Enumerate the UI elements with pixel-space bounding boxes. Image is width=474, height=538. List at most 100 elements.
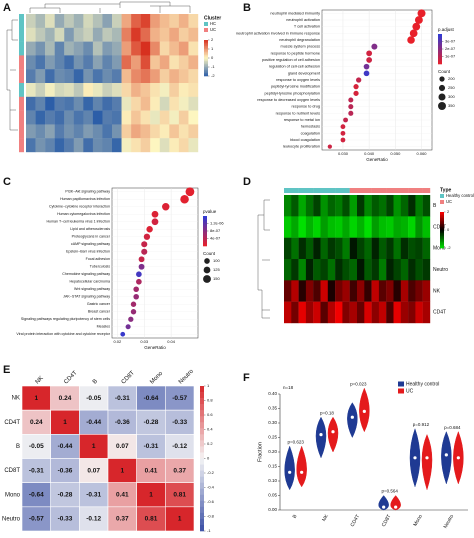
corr-cell bbox=[136, 458, 166, 483]
colorbar-step bbox=[438, 40, 442, 42]
heatmap-cell bbox=[349, 259, 358, 281]
legend-label: Healthy control bbox=[446, 193, 474, 198]
colorbar-step bbox=[203, 219, 207, 222]
corr-value: 0.81 bbox=[145, 516, 158, 523]
heatmap-cell bbox=[26, 14, 36, 28]
colorbar-tick-label: -0.8 bbox=[207, 514, 215, 519]
size-legend-dot bbox=[439, 76, 445, 82]
heatmap-cell bbox=[83, 14, 94, 28]
colorbar-step bbox=[200, 446, 204, 453]
column-label: CD4T bbox=[63, 370, 79, 386]
colorbar-step bbox=[440, 231, 444, 234]
heatmap-cell bbox=[178, 14, 189, 28]
y-tick-label: neutrophil activation bbox=[286, 18, 320, 22]
size-legend-label: 250 bbox=[448, 85, 455, 90]
heatmap-cell bbox=[102, 41, 113, 56]
heatmap-cell bbox=[291, 280, 299, 302]
corr-cell bbox=[165, 482, 195, 508]
heatmap-cell bbox=[54, 83, 65, 97]
dot bbox=[133, 293, 139, 300]
heatmap-cell bbox=[140, 14, 151, 28]
heatmap-cell bbox=[400, 280, 409, 302]
colorbar-step bbox=[440, 218, 444, 220]
corr-value: 0.07 bbox=[87, 467, 100, 474]
heatmap-cell bbox=[121, 55, 132, 70]
colorbar-step bbox=[204, 55, 208, 57]
y-tick-label: response to metal ion bbox=[284, 118, 320, 122]
colorbar-step bbox=[440, 216, 444, 219]
corr-value: -0.31 bbox=[144, 443, 159, 450]
colorbar-step bbox=[438, 39, 442, 41]
colorbar-step bbox=[200, 464, 204, 471]
heatmap-cell bbox=[335, 216, 343, 238]
legend-swatch bbox=[204, 28, 208, 32]
heatmap-cell bbox=[92, 110, 103, 125]
colorbar-step bbox=[200, 476, 204, 483]
colorbar-tick-label: 2e-07 bbox=[445, 46, 456, 51]
legend-label: HC bbox=[210, 21, 216, 26]
corr-cell bbox=[79, 385, 109, 411]
corr-value: 0.41 bbox=[116, 491, 129, 498]
heatmap-cell bbox=[54, 96, 65, 111]
colorbar-step bbox=[203, 232, 207, 234]
column-label: Mono bbox=[149, 370, 164, 385]
y-tick-label: regulation of cell-cell adhesion bbox=[269, 65, 320, 69]
heatmap-cell bbox=[284, 195, 292, 217]
heatmap-cell bbox=[371, 280, 380, 302]
colorbar-step bbox=[203, 234, 207, 237]
row-label: CD8T bbox=[4, 468, 20, 474]
colorbar-tick-label: 0 bbox=[447, 227, 450, 232]
dot bbox=[130, 301, 137, 307]
colorbar-step bbox=[203, 238, 207, 241]
colorbar-step bbox=[204, 56, 208, 59]
y-tick-label: Human T−cell leukemia virus 1 infection bbox=[46, 220, 110, 224]
heatmap-cell bbox=[327, 259, 336, 281]
y-tick-label: 0.15 bbox=[268, 464, 277, 469]
corr-value: 0.24 bbox=[30, 419, 43, 426]
corr-value: 1 bbox=[149, 491, 153, 498]
heatmap-cell bbox=[169, 96, 180, 111]
colorbar-step bbox=[200, 452, 204, 459]
heatmap-cell bbox=[64, 27, 74, 42]
heatmap-cell bbox=[150, 96, 160, 111]
heatmap-cell bbox=[305, 195, 314, 217]
x-tick-label: 0.030 bbox=[338, 151, 349, 156]
corr-value: -0.05 bbox=[29, 443, 44, 450]
heatmap-cell bbox=[188, 124, 199, 139]
heatmap-cell bbox=[327, 301, 336, 324]
heatmap-cell bbox=[320, 301, 328, 324]
heatmap-cell bbox=[291, 259, 299, 281]
heatmap-cell bbox=[313, 301, 321, 324]
heatmap-cell bbox=[131, 124, 141, 139]
heatmap-cell bbox=[140, 83, 151, 97]
heatmap-cell bbox=[54, 55, 65, 70]
y-tick-label: T cell activation bbox=[294, 25, 320, 29]
heatmap-cell bbox=[188, 41, 199, 56]
y-tick-label: response to oxygen levels bbox=[276, 78, 320, 82]
heatmap-cell bbox=[422, 237, 431, 260]
y-tick-label: positive regulation of cell adhesion bbox=[262, 58, 320, 62]
heatmap-cell bbox=[140, 41, 151, 56]
n-label: n=18 bbox=[283, 385, 294, 390]
heatmap-cell bbox=[169, 124, 180, 139]
corr-value: -0.05 bbox=[86, 395, 101, 402]
colorbar-step bbox=[440, 233, 444, 235]
heatmap-cell bbox=[26, 55, 36, 70]
heatmap-cell bbox=[26, 124, 36, 139]
legend-title: pvalue bbox=[203, 209, 217, 214]
heatmap-cell bbox=[386, 259, 394, 281]
y-tick-label: Epstein−Barr virus infection bbox=[66, 250, 110, 254]
panel-label: C bbox=[3, 176, 11, 188]
p-value-label: p=0.684 bbox=[444, 425, 461, 430]
colorbar-step bbox=[203, 227, 207, 229]
heatmap-cell bbox=[188, 96, 199, 111]
dot bbox=[136, 278, 142, 285]
heatmap-cell bbox=[92, 69, 103, 84]
heatmap-cell bbox=[35, 124, 46, 139]
column-label: CD8T bbox=[121, 370, 137, 386]
y-tick-label: Human papillomavirus infection bbox=[60, 197, 110, 201]
heatmap-cell bbox=[305, 216, 314, 238]
colorbar-step bbox=[200, 404, 204, 411]
colorbar-step bbox=[200, 428, 204, 435]
